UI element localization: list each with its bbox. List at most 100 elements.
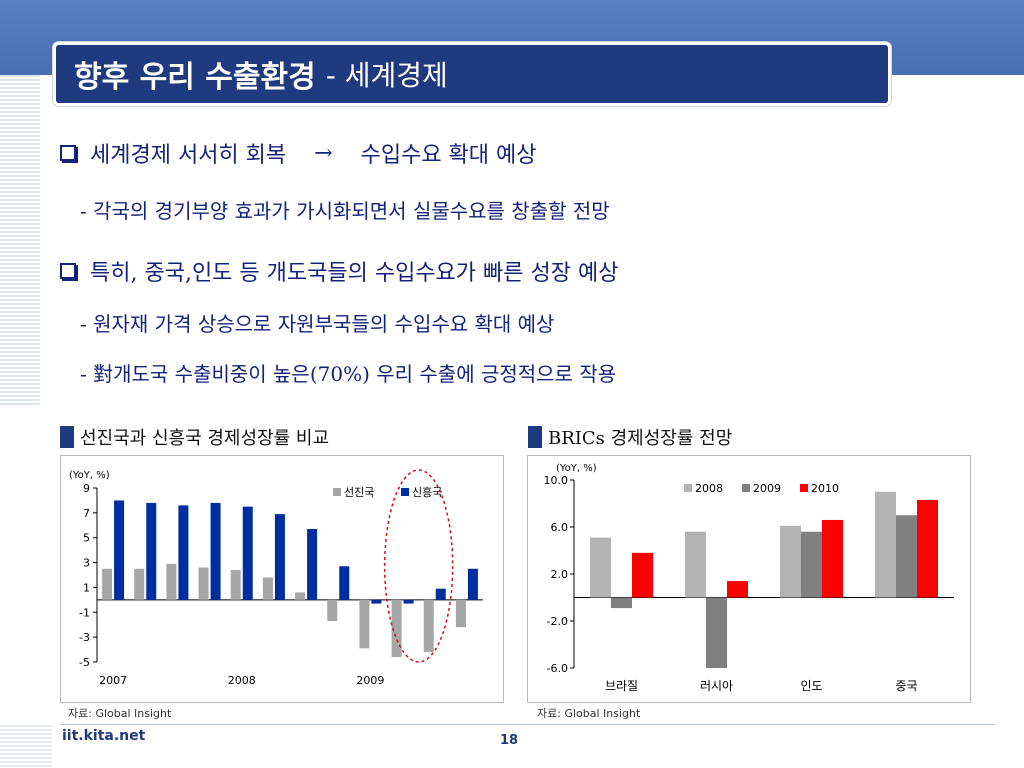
bar-advanced [198, 567, 209, 600]
square-bullet-icon [60, 426, 74, 448]
y-axis-label: (YoY, %) [69, 470, 110, 481]
bar-2009 [801, 531, 822, 598]
page-number: 18 [500, 733, 519, 748]
bar-2009 [706, 597, 727, 668]
x-tick-label: 러시아 [700, 679, 733, 693]
x-tick-label: 인도 [800, 679, 822, 693]
checkbox-icon [60, 145, 76, 161]
bar-2009 [896, 515, 917, 598]
bar-2008 [875, 491, 896, 598]
bar-advanced [327, 599, 338, 621]
y-tick-label: -6.0 [547, 662, 568, 675]
right-chart-heading-text: BRICs 경제성장률 전망 [548, 428, 733, 449]
right-chart: (YoY, %) 10.0 6.0 2.0 -2.0 -6.0 브라질 러시아 인도 중국 2008… [527, 455, 971, 703]
bullet-2: 특히, 중국,인도 등 개도국들의 수입수요가 빠른 성장 예상 [60, 255, 618, 287]
footer-divider [60, 724, 995, 725]
bullet-1-tail: 수입수요 확대 예상 [360, 143, 537, 168]
bar-2010 [917, 499, 938, 598]
y-tick-label: 1 [83, 581, 90, 594]
left-chart-heading: 선진국과 신흥국 경제성장률 비교 [60, 424, 329, 450]
right-chart-source: 자료: Global Insight [537, 707, 641, 720]
bar-advanced [102, 568, 113, 600]
x-tick-label: 브라질 [605, 679, 638, 693]
y-tick-label: -1 [79, 606, 90, 619]
legend-swatch-2010 [800, 484, 808, 492]
legend-label-advanced: 선진국 [344, 486, 374, 499]
bullet-1-text: 세계경제 서서히 회복 [90, 143, 287, 168]
bar-emerging [467, 568, 478, 600]
y-tick-label: 10.0 [544, 474, 569, 487]
bar-emerging [339, 566, 350, 600]
bar-emerging [307, 529, 318, 600]
legend-label-emerging: 신흥국 [412, 485, 442, 499]
page-title: 향후 우리 수출환경 [74, 60, 316, 95]
subline-1: - 각국의 경기부양 효과가 가시화되면서 실물수요를 창출할 전망 [80, 199, 610, 223]
bar-2009 [611, 597, 632, 609]
x-tick-label: 중국 [895, 679, 917, 693]
decorative-stripes [0, 75, 40, 405]
bar-2008 [685, 531, 706, 598]
legend-swatch-emerging [401, 488, 409, 496]
legend-label-2010: 2010 [811, 482, 839, 495]
bullet-2-text: 특히, 중국,인도 등 개도국들의 수입수요가 빠른 성장 예상 [90, 261, 619, 286]
x-tick-label: 2008 [228, 674, 256, 687]
bar-2008 [780, 525, 801, 598]
bar-advanced [295, 592, 306, 600]
bar-2008 [590, 537, 611, 598]
y-tick-label: 5 [83, 532, 90, 545]
y-tick-label: 6.0 [551, 521, 569, 534]
y-axis-label: (YoY, %) [556, 463, 597, 474]
y-tick-label: -2.0 [547, 615, 568, 628]
bar-emerging [210, 502, 221, 600]
bar-advanced [230, 570, 241, 600]
y-tick-label: 7 [83, 507, 90, 520]
checkbox-icon [60, 263, 76, 279]
title-box: 향후 우리 수출환경 - 세계경제 [53, 42, 891, 106]
right-chart-svg: (YoY, %)10.0 6.0 2.0 -2.0 -6.0 브라질 러시아 인도 중국 2008… [544, 463, 954, 693]
y-tick-label: 2.0 [551, 568, 569, 581]
bar-emerging [435, 588, 446, 600]
bar-advanced [166, 563, 177, 600]
legend-swatch-2008 [684, 484, 692, 492]
highlight-ellipse [383, 469, 454, 663]
bar-advanced [423, 599, 434, 653]
x-tick-label: 2009 [356, 674, 384, 687]
bar-2010 [632, 552, 653, 598]
y-tick-label: -5 [79, 656, 90, 669]
legend-swatch-advanced [333, 488, 341, 496]
x-tick-label: 2007 [99, 674, 127, 687]
left-chart-svg: (YoY, %)9 7 5 3 1 -1 -3 -5 2007 2008 2009 선진국 신흥국 [69, 469, 483, 687]
bar-emerging [114, 500, 125, 600]
bar-emerging [274, 514, 285, 600]
right-chart-heading: BRICs 경제성장률 전망 [528, 424, 732, 450]
bar-emerging [242, 506, 253, 600]
bar-advanced [359, 599, 370, 649]
bar-emerging [371, 599, 382, 604]
subline-2: - 원자재 가격 상승으로 자원부국들의 수입수요 확대 예상 [80, 312, 555, 336]
legend-label-2008: 2008 [695, 482, 723, 495]
arrow-right-icon: → [314, 140, 333, 166]
bar-advanced [455, 599, 466, 628]
bar-advanced [262, 577, 273, 600]
left-chart-heading-text: 선진국과 신흥국 경제성장률 비교 [80, 428, 330, 449]
bar-2010 [727, 581, 748, 598]
y-tick-label: -3 [79, 631, 90, 644]
subline-3: - 對개도국 수출비중이 높은(70%) 우리 수출에 긍정적으로 작용 [80, 362, 617, 386]
bar-advanced [391, 599, 402, 658]
y-tick-label: 9 [83, 482, 90, 495]
bar-emerging [403, 599, 414, 604]
bullet-1: 세계경제 서서히 회복 → 수입수요 확대 예상 [60, 137, 537, 169]
legend-label-2009: 2009 [753, 482, 781, 495]
decorative-stripes-bottom [0, 725, 52, 768]
page-subtitle: - 세계경제 [325, 59, 448, 92]
left-chart: (YoY, %) 9 7 5 3 1 -1 -3 -5 2007 2008 2009 선진국 신흥국 [60, 455, 504, 703]
legend-swatch-2009 [742, 484, 750, 492]
square-bullet-icon [528, 426, 542, 448]
bar-advanced [134, 568, 145, 600]
bar-2010 [822, 519, 843, 598]
y-tick-label: 3 [83, 557, 90, 570]
bar-emerging [146, 502, 157, 600]
left-chart-source: 자료: Global Insight [68, 707, 172, 720]
footer-site-link[interactable]: iit.kita.net [62, 728, 146, 744]
bar-emerging [178, 505, 189, 600]
